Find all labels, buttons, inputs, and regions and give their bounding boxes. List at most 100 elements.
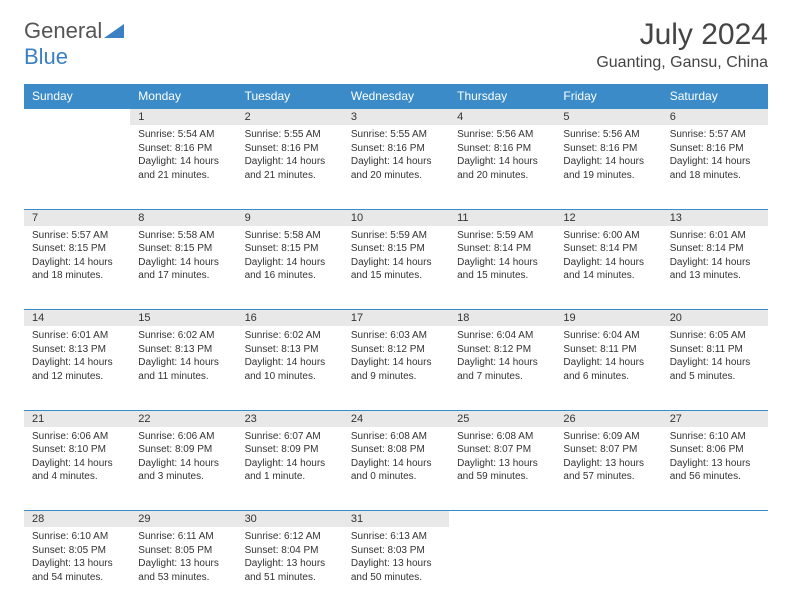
day-content-cell: [24, 125, 130, 209]
sunrise-line: Sunrise: 6:11 AM: [138, 530, 228, 544]
day-content-cell: Sunrise: 6:03 AMSunset: 8:12 PMDaylight:…: [343, 326, 449, 410]
daylight-line: Daylight: 14 hours and 9 minutes.: [351, 356, 441, 383]
weekday-header: Monday: [130, 84, 236, 109]
day-content-cell: Sunrise: 6:02 AMSunset: 8:13 PMDaylight:…: [237, 326, 343, 410]
logo-word-1: General: [24, 18, 102, 43]
sunrise-line: Sunrise: 6:06 AM: [138, 430, 228, 444]
day-number-cell: 30: [237, 511, 343, 528]
daynum-row: 21222324252627: [24, 410, 768, 427]
sunrise-line: Sunrise: 6:04 AM: [457, 329, 547, 343]
daylight-line: Daylight: 14 hours and 18 minutes.: [670, 155, 760, 182]
sunset-line: Sunset: 8:16 PM: [457, 142, 547, 156]
day-content-cell: Sunrise: 5:59 AMSunset: 8:15 PMDaylight:…: [343, 226, 449, 310]
day-content-cell: Sunrise: 6:04 AMSunset: 8:12 PMDaylight:…: [449, 326, 555, 410]
daynum-row: 28293031: [24, 511, 768, 528]
day-number-cell: 4: [449, 109, 555, 126]
sunset-line: Sunset: 8:12 PM: [457, 343, 547, 357]
logo-triangle-icon: [104, 18, 124, 44]
day-number-cell: 12: [555, 209, 661, 226]
weekday-header: Thursday: [449, 84, 555, 109]
daylight-line: Daylight: 14 hours and 13 minutes.: [670, 256, 760, 283]
weekday-header: Sunday: [24, 84, 130, 109]
sunrise-line: Sunrise: 5:57 AM: [670, 128, 760, 142]
sunrise-line: Sunrise: 6:10 AM: [670, 430, 760, 444]
daylight-line: Daylight: 14 hours and 19 minutes.: [563, 155, 653, 182]
location: Guanting, Gansu, China: [596, 54, 768, 72]
sunset-line: Sunset: 8:16 PM: [245, 142, 335, 156]
day-content-cell: Sunrise: 5:57 AMSunset: 8:15 PMDaylight:…: [24, 226, 130, 310]
weekday-header: Tuesday: [237, 84, 343, 109]
daynum-row: 78910111213: [24, 209, 768, 226]
sunset-line: Sunset: 8:14 PM: [563, 242, 653, 256]
daylight-line: Daylight: 14 hours and 4 minutes.: [32, 457, 122, 484]
weekday-header: Wednesday: [343, 84, 449, 109]
sunrise-line: Sunrise: 6:07 AM: [245, 430, 335, 444]
day-number-cell: 16: [237, 310, 343, 327]
sunrise-line: Sunrise: 5:55 AM: [351, 128, 441, 142]
content-row: Sunrise: 6:06 AMSunset: 8:10 PMDaylight:…: [24, 427, 768, 511]
day-number-cell: 25: [449, 410, 555, 427]
sunset-line: Sunset: 8:15 PM: [245, 242, 335, 256]
daylight-line: Daylight: 13 hours and 56 minutes.: [670, 457, 760, 484]
day-content-cell: Sunrise: 5:56 AMSunset: 8:16 PMDaylight:…: [449, 125, 555, 209]
day-content-cell: Sunrise: 5:54 AMSunset: 8:16 PMDaylight:…: [130, 125, 236, 209]
daylight-line: Daylight: 14 hours and 21 minutes.: [138, 155, 228, 182]
sunrise-line: Sunrise: 6:01 AM: [32, 329, 122, 343]
day-number-cell: 7: [24, 209, 130, 226]
daylight-line: Daylight: 13 hours and 50 minutes.: [351, 557, 441, 584]
daylight-line: Daylight: 13 hours and 59 minutes.: [457, 457, 547, 484]
logo: General Blue: [24, 18, 124, 70]
daylight-line: Daylight: 14 hours and 0 minutes.: [351, 457, 441, 484]
weekday-header: Saturday: [662, 84, 768, 109]
sunrise-line: Sunrise: 6:08 AM: [351, 430, 441, 444]
daylight-line: Daylight: 14 hours and 1 minute.: [245, 457, 335, 484]
sunrise-line: Sunrise: 5:56 AM: [457, 128, 547, 142]
sunrise-line: Sunrise: 6:09 AM: [563, 430, 653, 444]
sunset-line: Sunset: 8:15 PM: [351, 242, 441, 256]
day-content-cell: Sunrise: 5:55 AMSunset: 8:16 PMDaylight:…: [237, 125, 343, 209]
day-content-cell: [449, 527, 555, 611]
sunset-line: Sunset: 8:07 PM: [457, 443, 547, 457]
sunrise-line: Sunrise: 6:03 AM: [351, 329, 441, 343]
sunrise-line: Sunrise: 6:04 AM: [563, 329, 653, 343]
sunset-line: Sunset: 8:16 PM: [670, 142, 760, 156]
day-content-cell: Sunrise: 6:00 AMSunset: 8:14 PMDaylight:…: [555, 226, 661, 310]
sunrise-line: Sunrise: 5:58 AM: [245, 229, 335, 243]
day-content-cell: Sunrise: 5:56 AMSunset: 8:16 PMDaylight:…: [555, 125, 661, 209]
day-content-cell: Sunrise: 5:59 AMSunset: 8:14 PMDaylight:…: [449, 226, 555, 310]
day-content-cell: [662, 527, 768, 611]
sunrise-line: Sunrise: 6:05 AM: [670, 329, 760, 343]
sunrise-line: Sunrise: 5:56 AM: [563, 128, 653, 142]
sunset-line: Sunset: 8:15 PM: [138, 242, 228, 256]
weekday-header: Friday: [555, 84, 661, 109]
daylight-line: Daylight: 13 hours and 57 minutes.: [563, 457, 653, 484]
daylight-line: Daylight: 14 hours and 11 minutes.: [138, 356, 228, 383]
day-number-cell: 29: [130, 511, 236, 528]
sunset-line: Sunset: 8:14 PM: [670, 242, 760, 256]
day-number-cell: 28: [24, 511, 130, 528]
sunset-line: Sunset: 8:13 PM: [138, 343, 228, 357]
sunset-line: Sunset: 8:13 PM: [245, 343, 335, 357]
daynum-row: 123456: [24, 109, 768, 126]
sunrise-line: Sunrise: 5:59 AM: [457, 229, 547, 243]
daylight-line: Daylight: 14 hours and 12 minutes.: [32, 356, 122, 383]
sunset-line: Sunset: 8:12 PM: [351, 343, 441, 357]
logo-word-2: Blue: [24, 44, 68, 69]
daynum-row: 14151617181920: [24, 310, 768, 327]
day-content-cell: Sunrise: 6:07 AMSunset: 8:09 PMDaylight:…: [237, 427, 343, 511]
day-content-cell: Sunrise: 5:58 AMSunset: 8:15 PMDaylight:…: [130, 226, 236, 310]
day-number-cell: 2: [237, 109, 343, 126]
sunset-line: Sunset: 8:11 PM: [670, 343, 760, 357]
logo-text: General Blue: [24, 18, 124, 70]
sunset-line: Sunset: 8:03 PM: [351, 544, 441, 558]
content-row: Sunrise: 5:54 AMSunset: 8:16 PMDaylight:…: [24, 125, 768, 209]
daylight-line: Daylight: 14 hours and 6 minutes.: [563, 356, 653, 383]
day-number-cell: [449, 511, 555, 528]
sunset-line: Sunset: 8:05 PM: [32, 544, 122, 558]
day-number-cell: 6: [662, 109, 768, 126]
sunset-line: Sunset: 8:11 PM: [563, 343, 653, 357]
day-number-cell: 11: [449, 209, 555, 226]
day-number-cell: 17: [343, 310, 449, 327]
day-content-cell: Sunrise: 5:58 AMSunset: 8:15 PMDaylight:…: [237, 226, 343, 310]
day-number-cell: 18: [449, 310, 555, 327]
